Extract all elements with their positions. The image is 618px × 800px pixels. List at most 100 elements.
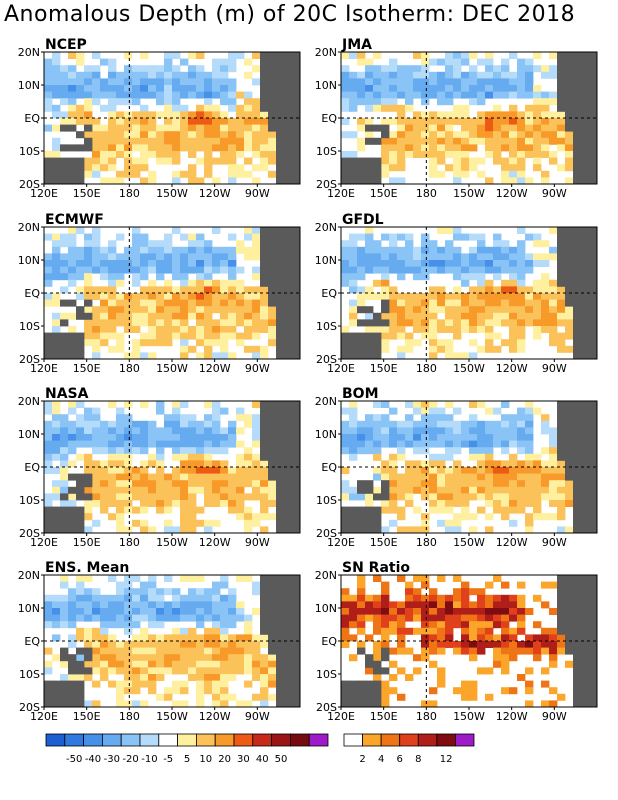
heatmap-cell [124,486,133,494]
heatmap-cell [421,91,430,99]
heatmap-cell [485,151,494,158]
heatmap-cell [341,52,350,59]
land-cell [292,131,301,139]
heatmap-cell [164,473,173,481]
land-cell [557,246,566,254]
heatmap-cell [164,575,173,582]
heatmap-cell [188,493,197,501]
heatmap-cell [148,299,157,307]
heatmap-cell [196,594,205,602]
heatmap-cell [236,91,245,99]
y-tick-label: 10S [19,320,40,333]
y-tick-label: 20N [315,395,337,408]
land-cell [573,447,582,455]
heatmap-cell [124,460,133,468]
land-cell [268,608,277,615]
heatmap-cell [429,299,438,307]
heatmap-cell [180,434,189,441]
land-cell [341,519,350,527]
heatmap-cell [525,500,534,507]
heatmap-cell [180,144,189,152]
land-cell [260,279,269,287]
heatmap-cell [533,260,542,267]
land-cell [76,312,85,320]
heatmap-cell [84,674,93,681]
heatmap-cell [172,111,181,119]
heatmap-cell [509,52,518,59]
land-cell [284,124,293,132]
heatmap-cell [148,131,157,139]
heatmap-cell [180,654,189,662]
heatmap-cell [549,71,558,79]
heatmap-cell [477,85,486,92]
heatmap-cell [116,345,125,353]
land-mask [44,52,301,185]
land-cell [76,339,85,347]
heatmap-cell [453,588,462,596]
heatmap-cell [180,460,189,468]
heatmap-cell [413,65,422,73]
heatmap-cell [365,246,374,254]
heatmap-cell [485,326,494,333]
land-cell [357,319,366,327]
heatmap-cell [453,326,462,333]
land-cell [581,434,590,441]
heatmap-cell [437,440,446,448]
heatmap-cell [485,581,494,589]
heatmap-cell [541,299,550,307]
land-cell [284,588,293,596]
land-cell [581,124,590,132]
heatmap-cell [517,480,526,488]
heatmap-cell [164,526,173,534]
heatmap-cell [461,170,470,178]
heatmap-cell [188,111,197,119]
heatmap-cell [212,641,221,648]
heatmap-cell [180,608,189,615]
heatmap-cell [60,427,69,435]
heatmap-cell [437,131,446,139]
land-cell [276,621,285,629]
land-cell [268,227,277,234]
heatmap-cell [220,667,229,675]
heatmap-cell [84,131,93,139]
heatmap-cell [212,473,221,481]
heatmap-cell [100,594,109,602]
heatmap-cell [92,594,101,602]
heatmap-cell [365,266,374,274]
land-cell [292,279,301,287]
heatmap-cell [453,526,462,534]
heatmap-cell [533,621,542,629]
heatmap-cell [228,467,237,474]
heatmap-cell [212,480,221,488]
heatmap-cell [525,447,534,455]
heatmap-cell [196,137,205,145]
heatmap-cell [349,91,358,99]
heatmap-cell [341,440,350,448]
land-cell [68,506,77,514]
heatmap-cell [541,260,550,267]
heatmap-cell [509,486,518,494]
heatmap-cell [485,279,494,287]
land-cell [365,506,374,514]
heatmap-cell [132,240,141,248]
heatmap-cell [68,52,77,59]
heatmap-cell [469,164,478,172]
heatmap-cell [445,312,454,320]
heatmap-cell [92,627,101,635]
heatmap-cell [373,71,382,79]
heatmap-cell [469,306,478,314]
heatmap-cell [405,608,414,615]
x-tick-label: 150W [453,187,485,200]
heatmap-cell [533,85,542,92]
heatmap-cell [413,52,422,59]
heatmap-cell [44,260,53,267]
heatmap-cell [437,608,446,615]
heatmap-cell [461,118,470,125]
heatmap-cell [260,111,269,119]
heatmap-cell [469,339,478,347]
heatmap-cell [461,634,470,642]
heatmap-cell [100,177,109,185]
heatmap-cell [565,493,574,501]
heatmap-cell [220,641,229,648]
heatmap-cell [132,440,141,448]
